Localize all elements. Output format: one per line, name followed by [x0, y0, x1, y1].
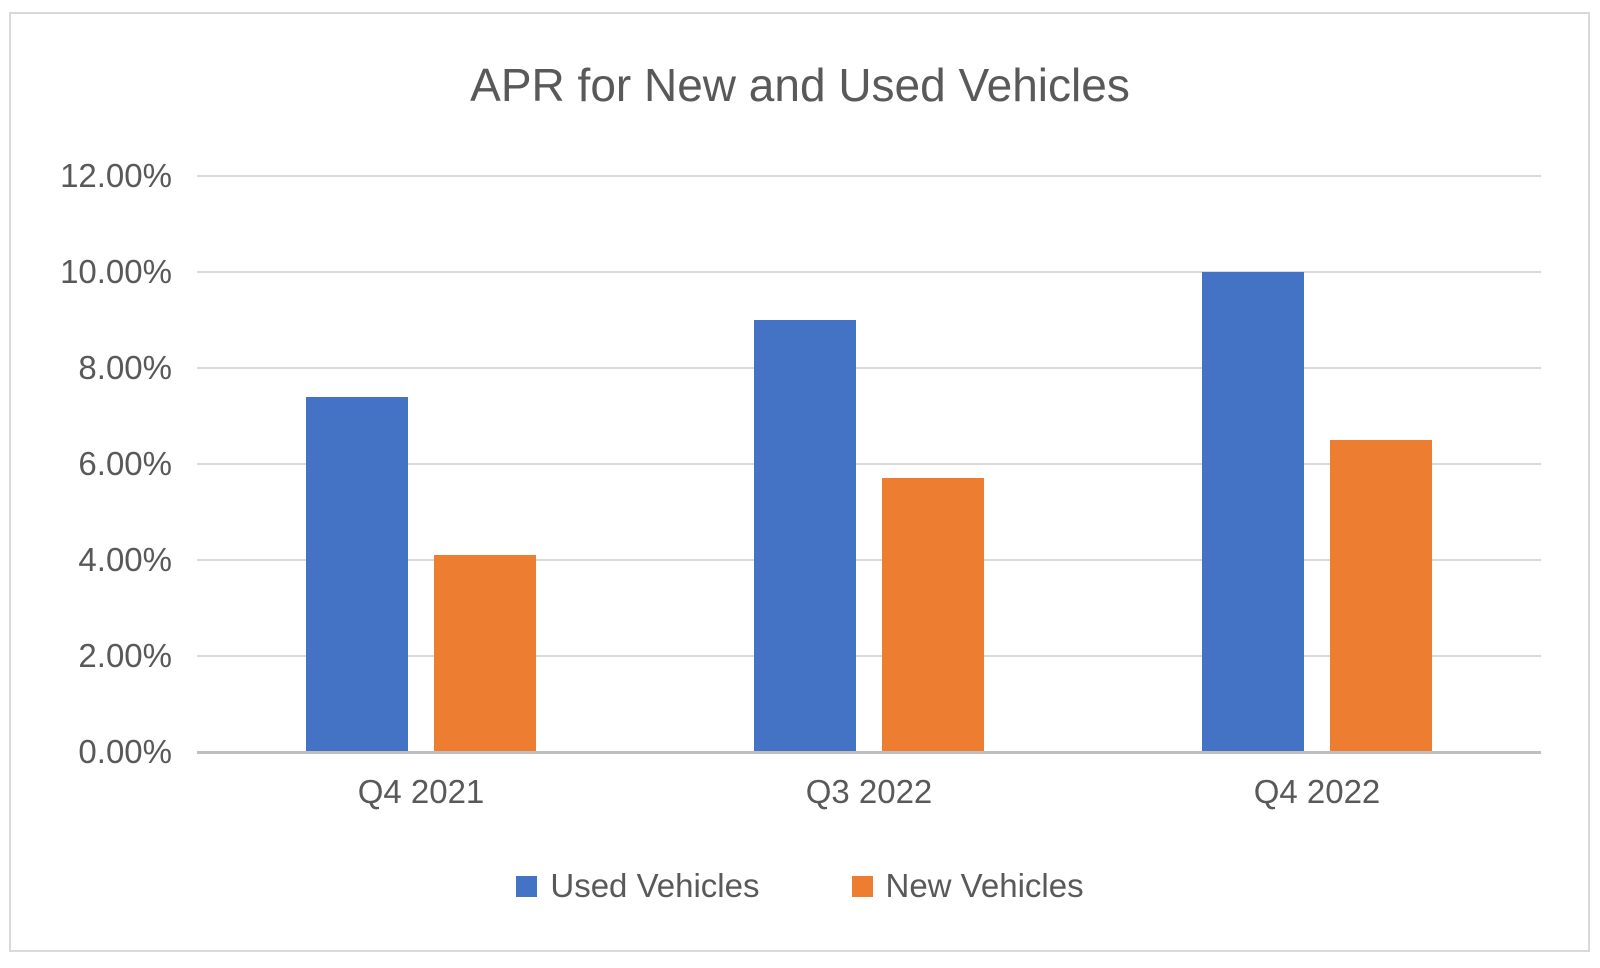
- y-axis-tick-label: 4.00%: [78, 541, 172, 578]
- gridline: [197, 463, 1541, 465]
- gridline: [197, 655, 1541, 657]
- gridline: [197, 559, 1541, 561]
- y-axis-tick-label: 6.00%: [78, 445, 172, 482]
- gridline: [197, 175, 1541, 177]
- y-axis-tick-label: 8.00%: [78, 349, 172, 386]
- legend: Used Vehicles New Vehicles: [0, 864, 1600, 908]
- gridline: [197, 271, 1541, 273]
- legend-swatch-icon: [516, 875, 538, 897]
- bar-new-vehicles: [1330, 440, 1432, 752]
- bar-used-vehicles: [1202, 272, 1304, 752]
- y-axis-tick-label: 12.00%: [60, 157, 172, 194]
- bar-used-vehicles: [306, 396, 408, 752]
- legend-label: New Vehicles: [885, 867, 1084, 904]
- bar-used-vehicles: [754, 320, 856, 752]
- x-axis-line: [197, 751, 1541, 754]
- bar-new-vehicles: [882, 478, 984, 752]
- legend-item-used-vehicles: Used Vehicles: [516, 864, 760, 908]
- y-axis-tick-label: 2.00%: [78, 637, 172, 674]
- gridline: [197, 367, 1541, 369]
- x-axis-label: Q3 2022: [805, 773, 933, 810]
- y-axis-tick-label: 0.00%: [78, 733, 172, 770]
- chart-title: APR for New and Used Vehicles: [470, 59, 1130, 111]
- legend-label: Used Vehicles: [550, 867, 760, 904]
- legend-item-new-vehicles: New Vehicles: [851, 864, 1084, 908]
- x-axis-label: Q4 2021: [357, 773, 485, 810]
- y-axis-tick-label: 10.00%: [60, 253, 172, 290]
- bar-new-vehicles: [434, 555, 536, 752]
- x-axis-label: Q4 2022: [1253, 773, 1381, 810]
- legend-swatch-icon: [851, 875, 873, 897]
